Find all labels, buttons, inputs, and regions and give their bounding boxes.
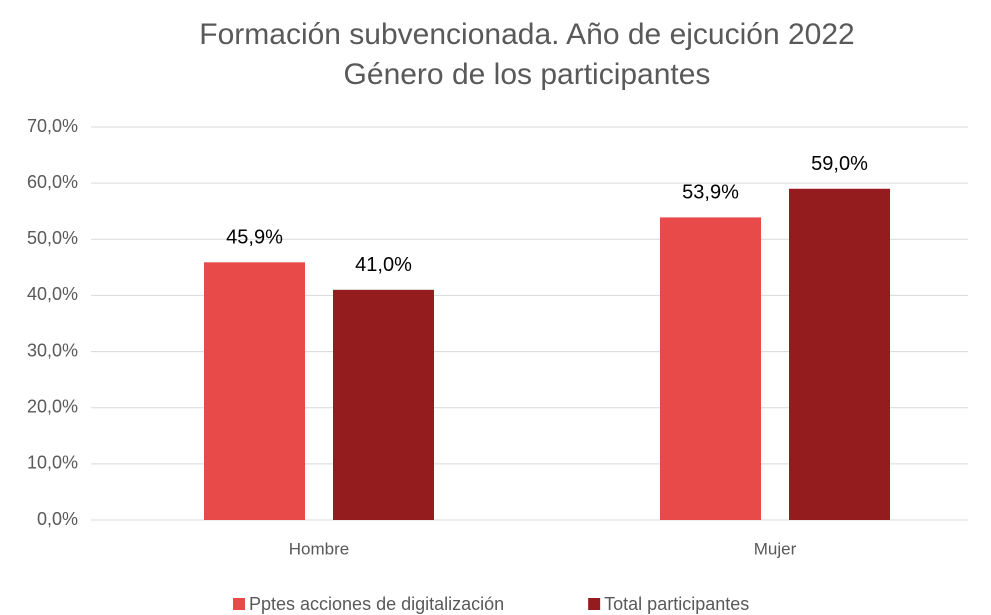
legend-label: Total participantes <box>604 594 749 614</box>
y-tick-label: 30,0% <box>27 340 78 360</box>
legend-swatch <box>233 598 245 610</box>
y-tick-label: 20,0% <box>27 396 78 416</box>
bar <box>204 262 305 520</box>
chart-title: Formación subvencionada. Año de ejcución… <box>199 18 854 51</box>
legend-label: Pptes acciones de digitalización <box>249 594 504 614</box>
y-tick-label: 40,0% <box>27 284 78 304</box>
x-tick-label: Mujer <box>754 539 797 558</box>
legend-swatch <box>588 598 601 610</box>
bar <box>333 289 434 520</box>
y-tick-label: 0,0% <box>37 509 78 529</box>
data-label: 41,0% <box>355 254 412 276</box>
y-tick-label: 10,0% <box>27 453 78 473</box>
data-label: 59,0% <box>811 153 868 175</box>
x-tick-label: Hombre <box>289 539 349 558</box>
chart-subtitle: Género de los participantes <box>344 58 711 91</box>
bar <box>789 188 890 520</box>
y-tick-label: 60,0% <box>27 172 78 192</box>
y-tick-label: 50,0% <box>27 228 78 248</box>
data-label: 45,9% <box>226 227 283 249</box>
bar <box>660 217 761 520</box>
y-tick-label: 70,0% <box>27 116 78 136</box>
data-label: 53,9% <box>682 182 739 204</box>
